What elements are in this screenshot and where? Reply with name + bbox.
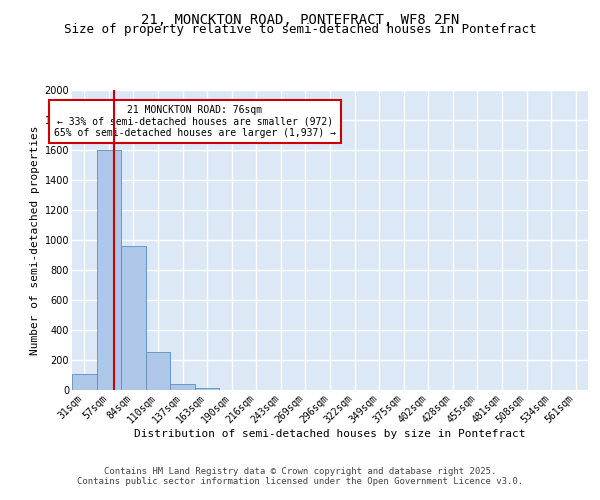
X-axis label: Distribution of semi-detached houses by size in Pontefract: Distribution of semi-detached houses by … (134, 429, 526, 439)
Bar (121, 246, 146, 390)
Bar (97, 150, 121, 390)
Text: 21, MONCKTON ROAD, PONTEFRACT, WF8 2FN: 21, MONCKTON ROAD, PONTEFRACT, WF8 2FN (141, 12, 459, 26)
Text: Contains public sector information licensed under the Open Government Licence v3: Contains public sector information licen… (77, 477, 523, 486)
Text: Contains HM Land Registry data © Crown copyright and database right 2025.: Contains HM Land Registry data © Crown c… (104, 467, 496, 476)
Bar (72, 374, 97, 390)
Bar (195, 388, 220, 390)
Bar (170, 384, 195, 390)
Text: 21 MONCKTON ROAD: 76sqm
← 33% of semi-detached houses are smaller (972)
65% of s: 21 MONCKTON ROAD: 76sqm ← 33% of semi-de… (54, 105, 336, 138)
Y-axis label: Number of semi-detached properties: Number of semi-detached properties (31, 125, 40, 355)
Bar (146, 352, 170, 390)
Text: Size of property relative to semi-detached houses in Pontefract: Size of property relative to semi-detach… (64, 24, 536, 36)
